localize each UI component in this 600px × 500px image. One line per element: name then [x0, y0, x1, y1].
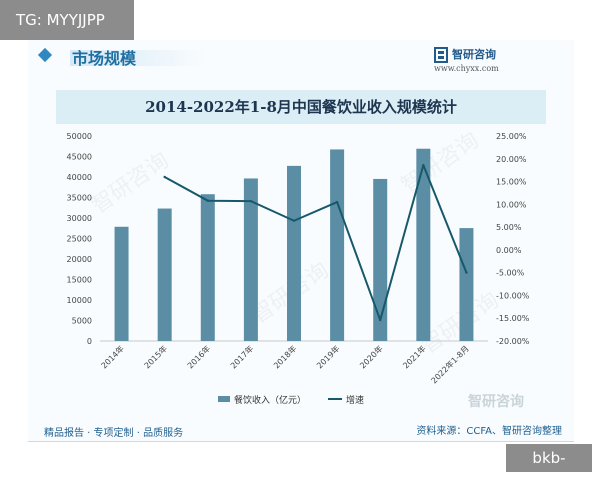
footer: 精品报告 · 专项定制 · 品质服务 资料来源：CCFA、智研咨询整理 — [28, 422, 574, 442]
x-tick-label: 2019年 — [314, 343, 341, 370]
growth-point — [335, 200, 339, 204]
report-card: 市场规模 智研咨询 www.chyxx.com 2014-2022年1-8月中国… — [28, 40, 574, 442]
x-tick-label: 2020年 — [358, 343, 385, 370]
y-right-tick-label: -5.00% — [496, 269, 525, 278]
y-right-tick-label: 15.00% — [496, 178, 527, 187]
y-left-tick-label: 40000 — [67, 173, 92, 182]
footer-divider — [28, 441, 574, 442]
growth-point — [379, 318, 382, 322]
y-right-tick-label: 25.00% — [496, 132, 527, 141]
bar — [114, 226, 129, 341]
legend-swatch-bar — [218, 396, 230, 402]
growth-point — [465, 271, 468, 274]
brand-logo: 智研咨询 www.chyxx.com — [434, 45, 544, 77]
diamond-icon — [37, 47, 53, 63]
bar — [200, 194, 215, 341]
bar — [157, 208, 172, 341]
footer-tagline: 精品报告 · 专项定制 · 品质服务 — [44, 428, 184, 439]
tg-tag-overlay: TG: MYYJJPP — [0, 0, 134, 40]
chart-title: 2014-2022年1-8月中国餐饮业收入规模统计 — [145, 98, 457, 116]
header-accent-bar — [70, 50, 208, 66]
bar — [243, 178, 258, 341]
y-left-tick-label: 50000 — [67, 132, 92, 141]
bar — [373, 178, 388, 341]
growth-point — [292, 219, 296, 222]
y-left-tick-label: 0 — [87, 337, 92, 346]
site-tag-overlay: bkb-mk.com — [506, 444, 592, 495]
y-left-tick-label: 15000 — [67, 276, 92, 285]
watermark-text: 智研咨询 — [87, 148, 173, 219]
combo-chart: 智研咨询智研咨询智研咨询智研咨询050001000015000200002500… — [67, 128, 530, 410]
brand-url: www.chyxx.com — [434, 64, 499, 73]
growth-line — [164, 164, 468, 322]
y-right-tick-label: -10.00% — [496, 291, 530, 300]
section-header: 市场规模 智研咨询 www.chyxx.com — [28, 40, 574, 76]
y-right-tick-label: -20.00% — [496, 337, 530, 346]
growth-point — [163, 175, 166, 179]
legend-label: 餐饮收入（亿元） — [234, 394, 306, 406]
bar — [416, 148, 431, 341]
y-right-tick-label: -15.00% — [496, 314, 530, 323]
x-tick-label: 2016年 — [185, 343, 212, 370]
section-title: 市场规模 — [72, 49, 137, 68]
bar — [459, 228, 474, 341]
y-right-tick-label: 10.00% — [496, 200, 527, 209]
brand-name: 智研咨询 — [452, 48, 496, 61]
legend-label: 增速 — [346, 394, 364, 406]
growth-point — [422, 163, 425, 167]
brand-mark-icon — [434, 47, 448, 63]
y-left-tick-label: 25000 — [67, 235, 92, 244]
x-tick-label: 2021年 — [401, 343, 428, 370]
x-tick-label: 2017年 — [228, 343, 255, 370]
y-left-tick-label: 45000 — [67, 153, 92, 162]
y-right-tick-label: 20.00% — [496, 155, 527, 164]
x-tick-label: 2018年 — [271, 343, 298, 370]
y-left-tick-label: 20000 — [67, 255, 92, 264]
bar — [330, 149, 345, 341]
watermark-text: 智研咨询 — [397, 128, 483, 199]
x-tick-label: 2015年 — [142, 343, 169, 370]
x-tick-label: 2014年 — [99, 343, 126, 370]
chart-title-band: 2014-2022年1-8月中国餐饮业收入规模统计 — [56, 90, 546, 124]
y-right-tick-label: 0.00% — [496, 246, 522, 255]
y-left-tick-label: 30000 — [67, 214, 92, 223]
footer-source: 资料来源：CCFA、智研咨询整理 — [416, 426, 562, 437]
watermark-brand: 智研咨询 — [467, 393, 524, 410]
y-left-tick-label: 35000 — [67, 194, 92, 203]
bar — [287, 165, 301, 341]
y-left-tick-label: 5000 — [72, 317, 92, 326]
y-left-tick-label: 10000 — [67, 296, 92, 305]
growth-point — [206, 199, 209, 202]
y-right-tick-label: 5.00% — [496, 223, 522, 232]
growth-point — [249, 199, 253, 203]
